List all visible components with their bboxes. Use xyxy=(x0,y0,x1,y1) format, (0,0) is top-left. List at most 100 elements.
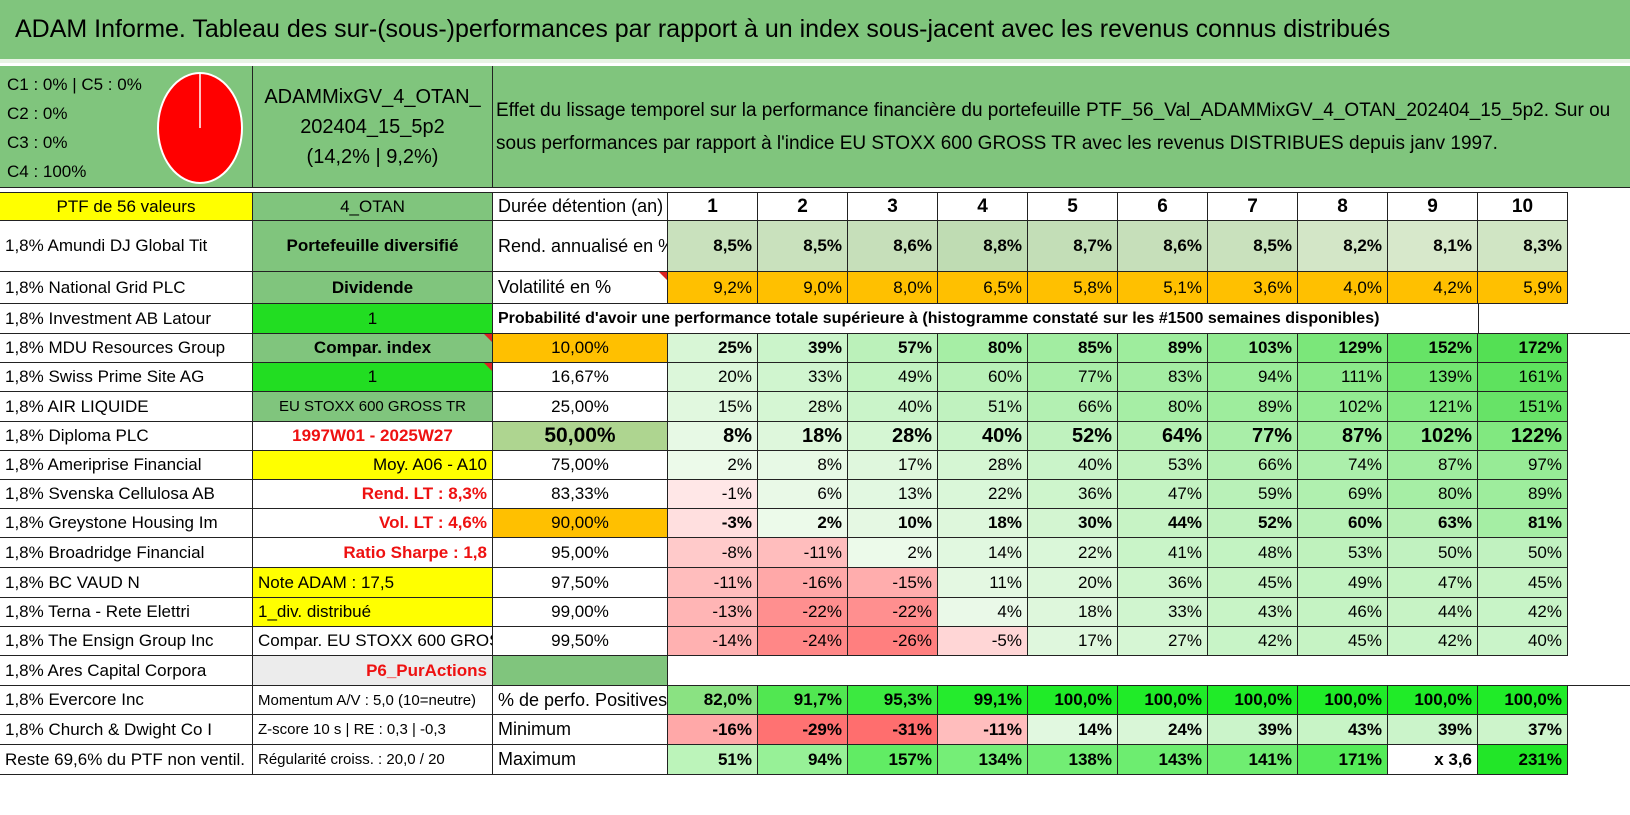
quantile-value: 139% xyxy=(1388,363,1478,392)
quantile-value: 87% xyxy=(1388,451,1478,480)
minimum-value: 14% xyxy=(1028,715,1118,745)
quantile-label: 90,00% xyxy=(493,509,668,538)
holding-row: 1,8% Ameriprise Financial xyxy=(0,451,253,480)
minimum-label: Minimum xyxy=(493,715,668,745)
quantile-value: -11% xyxy=(758,538,848,568)
holding-row: 1,8% AIR LIQUIDE xyxy=(0,392,253,422)
rend-value: 8,7% xyxy=(1028,221,1118,272)
quantile-value: 102% xyxy=(1388,422,1478,451)
year-header: 4 xyxy=(938,192,1028,221)
quantile-value: 152% xyxy=(1388,334,1478,363)
quantile-value: -3% xyxy=(668,509,758,538)
quantile-value: 20% xyxy=(1028,568,1118,598)
quantile-value: 40% xyxy=(938,422,1028,451)
holding-row: Reste 69,6% du PTF non ventil. xyxy=(0,745,253,775)
rend-value: 8,5% xyxy=(668,221,758,272)
allocation-pie-chart xyxy=(157,72,243,184)
quantile-value: 8% xyxy=(758,451,848,480)
vol-value: 4,2% xyxy=(1388,272,1478,304)
positive-value: 100,0% xyxy=(1208,686,1298,715)
quantile-value: 17% xyxy=(848,451,938,480)
positive-value: 100,0% xyxy=(1388,686,1478,715)
rend-value: 8,5% xyxy=(1208,221,1298,272)
positive-label: % de perfo. Positives xyxy=(493,686,668,715)
holding-row: 1,8% Greystone Housing Im xyxy=(0,509,253,538)
year-header: 6 xyxy=(1118,192,1208,221)
holding-row: 1,8% Investment AB Latour xyxy=(0,304,253,334)
rend-value: 8,8% xyxy=(938,221,1028,272)
quantile-value: 52% xyxy=(1028,422,1118,451)
minimum-value: -31% xyxy=(848,715,938,745)
holding-row: 1,8% The Ensign Group Inc xyxy=(0,627,253,656)
quantile-value: 111% xyxy=(1298,363,1388,392)
quantile-value: 18% xyxy=(758,422,848,451)
quantile-value: 2% xyxy=(668,451,758,480)
rend-value: 8,5% xyxy=(758,221,848,272)
quantile-value: -15% xyxy=(848,568,938,598)
quantile-value: 33% xyxy=(1118,598,1208,627)
positive-value: 100,0% xyxy=(1118,686,1208,715)
vol-label: Volatilité en % xyxy=(493,272,668,304)
quantile-value: 47% xyxy=(1388,568,1478,598)
vol-value: 4,0% xyxy=(1298,272,1388,304)
year-header: 5 xyxy=(1028,192,1118,221)
info-cell: Compar. index xyxy=(253,334,493,363)
quantile-value: 151% xyxy=(1478,392,1568,422)
description-cell: Effet du lissage temporel sur la perform… xyxy=(493,66,1630,188)
quantile-value: 97% xyxy=(1478,451,1568,480)
quantile-value: 103% xyxy=(1208,334,1298,363)
info-cell: Portefeuille diversifié xyxy=(253,221,493,272)
quantile-value: 18% xyxy=(1028,598,1118,627)
quantile-value: 2% xyxy=(848,538,938,568)
positive-value: 99,1% xyxy=(938,686,1028,715)
info-cell: Ratio Sharpe : 1,8 xyxy=(253,538,493,568)
quantile-label: 50,00% xyxy=(493,422,668,451)
quantile-value: 49% xyxy=(848,363,938,392)
info-cell: Rend. LT : 8,3% xyxy=(253,480,493,509)
quantile-value: 13% xyxy=(848,480,938,509)
positive-value: 95,3% xyxy=(848,686,938,715)
quantile-value: 15% xyxy=(668,392,758,422)
quantile-value: 89% xyxy=(1208,392,1298,422)
ptf-header: PTF de 56 valeurs xyxy=(0,192,253,221)
quantile-value: 102% xyxy=(1298,392,1388,422)
quantile-value: 22% xyxy=(1028,538,1118,568)
quantile-value: 30% xyxy=(1028,509,1118,538)
quantile-value: 22% xyxy=(938,480,1028,509)
vol-value: 6,5% xyxy=(938,272,1028,304)
holding-row: 1,8% Church & Dwight Co I xyxy=(0,715,253,745)
quantile-value: 83% xyxy=(1118,363,1208,392)
maximum-value: 171% xyxy=(1298,745,1388,775)
quantile-value: 39% xyxy=(758,334,848,363)
duration-label: Durée détention (an) xyxy=(493,192,668,221)
class-line: C1 : 0% | C5 : 0% xyxy=(7,75,142,94)
quantile-value: 27% xyxy=(1118,627,1208,656)
fund-performance: (14,2% | 9,2%) xyxy=(306,145,439,168)
holding-row: 1,8% BC VAUD N xyxy=(0,568,253,598)
vol-value: 3,6% xyxy=(1208,272,1298,304)
quantile-value: 81% xyxy=(1478,509,1568,538)
quantile-value: 11% xyxy=(938,568,1028,598)
year-header: 1 xyxy=(668,192,758,221)
positive-value: 82,0% xyxy=(668,686,758,715)
maximum-value: 138% xyxy=(1028,745,1118,775)
fund-name-cell: ADAMMixGV_4_OTAN_202404_15_5p2 (14,2% | 9… xyxy=(253,66,493,188)
quantile-value: 25% xyxy=(668,334,758,363)
quantile-label: 83,33% xyxy=(493,480,668,509)
quantile-label: 97,50% xyxy=(493,568,668,598)
info-cell: 1 xyxy=(253,363,493,392)
quantile-value: 77% xyxy=(1208,422,1298,451)
minimum-value: 39% xyxy=(1388,715,1478,745)
quantile-value: 41% xyxy=(1118,538,1208,568)
minimum-value: 24% xyxy=(1118,715,1208,745)
quantile-value: 63% xyxy=(1388,509,1478,538)
quantile-value: 33% xyxy=(758,363,848,392)
probability-label: Probabilité d'avoir une performance tota… xyxy=(493,304,1468,334)
info-cell: 1_div. distribué xyxy=(253,598,493,627)
report-title: ADAM Informe. Tableau des sur-(sous-)per… xyxy=(0,0,1630,63)
quantile-value: 20% xyxy=(668,363,758,392)
quantile-value: -11% xyxy=(668,568,758,598)
class-line: C4 : 100% xyxy=(7,162,87,181)
minimum-value: -16% xyxy=(668,715,758,745)
